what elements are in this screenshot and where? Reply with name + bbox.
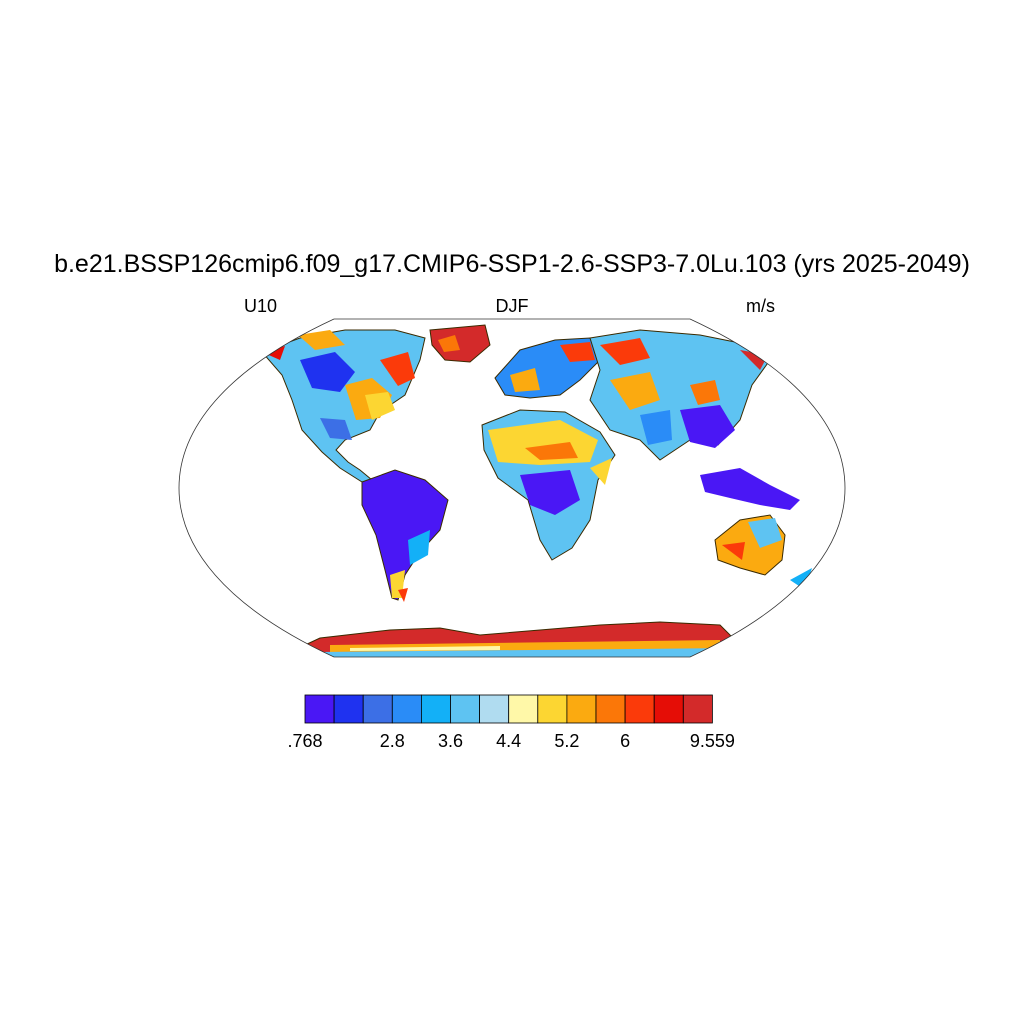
greenland [429,324,491,363]
variable-label: U10 [244,296,278,316]
colorbar-tick-label: 2.8 [380,731,405,751]
colorbar-box [333,694,364,724]
colorbar-tick-label: 9.559 [690,731,735,751]
maritime-continent [700,468,800,510]
colorbar-box [450,694,481,724]
colorbar-tick-label: 4.4 [496,731,521,751]
colorbar-tick-label: .768 [287,731,322,751]
season-label: DJF [495,296,529,316]
colorbar-box [391,694,422,724]
colorbar-box [653,694,684,724]
south-america [361,469,449,601]
colorbar-box [595,694,626,724]
plot-title: b.e21.BSSP126cmip6.f09_g17.CMIP6-SSP1-2.… [54,250,970,278]
units-label: m/s [746,296,775,316]
colorbar-box [479,694,510,724]
colorbar-box [304,694,335,724]
colorbar-box [362,694,393,724]
map-outline [178,318,846,658]
colorbar-box [682,694,713,724]
colorbar-box [508,694,539,724]
colorbar-tick-label: 5.2 [554,731,579,751]
colorbar-box [537,694,568,724]
colorbar-box [566,694,597,724]
north-america [261,329,426,483]
land-field [261,324,812,657]
colorbar-box [420,694,451,724]
colorbar-box [624,694,655,724]
colorbar-tick-label: 3.6 [438,731,463,751]
colorbar-tick-label: 6 [620,731,630,751]
